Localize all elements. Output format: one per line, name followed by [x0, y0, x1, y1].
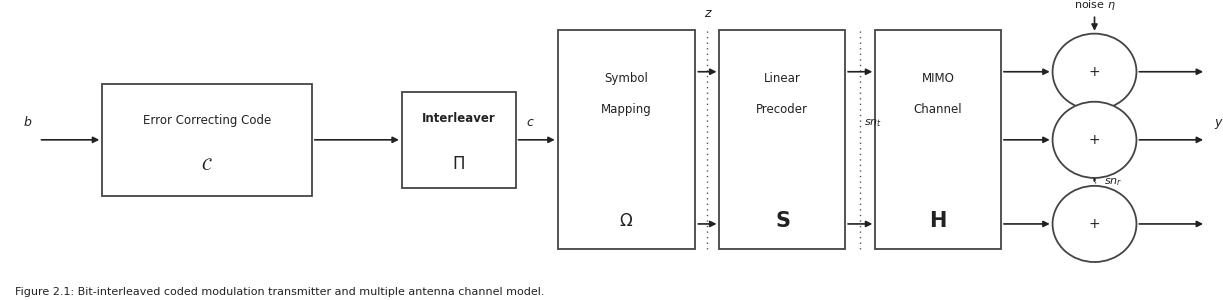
Text: c: c: [527, 116, 533, 129]
Text: Channel: Channel: [914, 103, 963, 116]
Bar: [402, 92, 516, 188]
Text: $\mathbf{S}$: $\mathbf{S}$: [774, 211, 790, 231]
Text: Linear: Linear: [764, 72, 801, 85]
Bar: [876, 30, 1000, 249]
Bar: [558, 30, 696, 249]
Text: $\mathbf{H}$: $\mathbf{H}$: [929, 211, 947, 231]
Ellipse shape: [1053, 102, 1136, 178]
Text: $\Pi$: $\Pi$: [453, 155, 465, 173]
Text: $sn_t$: $sn_t$: [863, 117, 882, 129]
Text: y: y: [1214, 116, 1222, 129]
Ellipse shape: [1053, 186, 1136, 262]
Text: $sn_r$: $sn_r$: [1104, 176, 1123, 188]
Bar: [719, 30, 845, 249]
Text: Error Correcting Code: Error Correcting Code: [143, 114, 272, 127]
Text: $+$: $+$: [1088, 65, 1101, 79]
Text: Figure 2.1: Bit-interleaved coded modulation transmitter and multiple antenna ch: Figure 2.1: Bit-interleaved coded modula…: [15, 287, 544, 297]
Text: z: z: [704, 7, 711, 20]
Text: Precoder: Precoder: [756, 103, 808, 116]
Ellipse shape: [1053, 34, 1136, 110]
Text: Mapping: Mapping: [602, 103, 652, 116]
Text: b: b: [24, 116, 32, 129]
Text: noise $\eta$: noise $\eta$: [1074, 0, 1115, 12]
Bar: [102, 84, 312, 196]
Text: $+$: $+$: [1088, 133, 1101, 147]
Text: MIMO: MIMO: [922, 72, 954, 85]
Text: $\Omega$: $\Omega$: [619, 212, 634, 230]
Text: Symbol: Symbol: [604, 72, 648, 85]
Text: $+$: $+$: [1088, 217, 1101, 231]
Text: $\mathcal{C}$: $\mathcal{C}$: [201, 155, 213, 173]
Text: Interleaver: Interleaver: [422, 112, 495, 125]
